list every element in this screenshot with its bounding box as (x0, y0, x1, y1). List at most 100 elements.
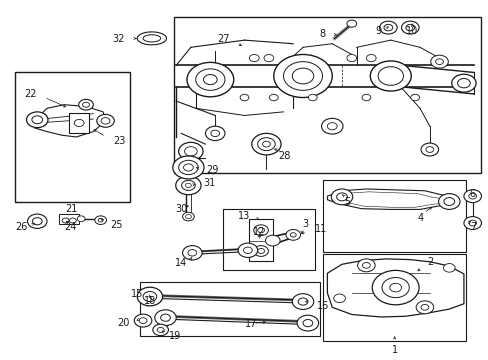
Circle shape (381, 278, 408, 298)
Circle shape (139, 318, 147, 323)
Circle shape (290, 233, 296, 237)
Circle shape (443, 198, 454, 206)
Circle shape (185, 183, 191, 188)
Text: 28: 28 (278, 150, 290, 161)
Circle shape (292, 294, 313, 310)
Text: 9: 9 (374, 26, 380, 36)
Circle shape (269, 94, 278, 101)
Text: 17: 17 (244, 319, 256, 329)
Circle shape (183, 164, 193, 171)
Text: 27: 27 (217, 35, 229, 44)
Circle shape (98, 219, 103, 222)
Circle shape (468, 220, 476, 226)
Circle shape (425, 147, 433, 152)
Circle shape (184, 147, 197, 156)
Circle shape (186, 62, 233, 97)
Circle shape (330, 189, 352, 205)
Circle shape (79, 99, 93, 110)
Bar (173, 17, 480, 173)
Circle shape (377, 67, 403, 85)
Text: 10: 10 (406, 26, 418, 36)
Circle shape (178, 160, 198, 175)
Circle shape (182, 212, 194, 221)
Circle shape (463, 190, 481, 203)
Circle shape (82, 102, 89, 107)
Bar (59, 214, 79, 224)
Circle shape (463, 217, 481, 229)
Polygon shape (327, 259, 463, 317)
Circle shape (27, 214, 47, 228)
Circle shape (420, 305, 428, 310)
Bar (69, 113, 89, 134)
Bar (15, 72, 130, 202)
Text: 30: 30 (175, 204, 187, 215)
Circle shape (205, 126, 224, 140)
Bar (140, 282, 320, 336)
Circle shape (146, 293, 156, 301)
Circle shape (430, 55, 447, 68)
Circle shape (69, 218, 76, 223)
Text: 8: 8 (319, 29, 325, 39)
Circle shape (321, 118, 342, 134)
Circle shape (346, 54, 356, 62)
Circle shape (292, 68, 313, 84)
Circle shape (369, 61, 410, 91)
Circle shape (389, 283, 401, 292)
Bar (322, 253, 466, 341)
Text: 14: 14 (174, 258, 186, 268)
Circle shape (333, 294, 345, 303)
Polygon shape (327, 189, 456, 210)
Circle shape (273, 54, 331, 98)
Circle shape (468, 193, 476, 199)
Circle shape (262, 141, 270, 147)
Circle shape (187, 249, 196, 256)
Text: 25: 25 (110, 220, 122, 230)
Circle shape (253, 246, 268, 256)
Text: 21: 21 (65, 204, 78, 214)
Circle shape (157, 327, 163, 332)
Circle shape (438, 194, 459, 210)
Circle shape (172, 156, 203, 179)
Circle shape (362, 262, 369, 268)
Circle shape (457, 78, 469, 88)
Circle shape (303, 319, 312, 327)
Circle shape (32, 218, 42, 225)
Circle shape (240, 94, 248, 101)
Circle shape (451, 74, 475, 92)
Bar (222, 209, 315, 270)
Circle shape (160, 314, 170, 321)
Circle shape (175, 176, 201, 195)
Circle shape (297, 315, 318, 331)
Circle shape (253, 225, 268, 235)
Circle shape (308, 94, 317, 101)
Polygon shape (334, 192, 448, 207)
Circle shape (32, 116, 42, 124)
Text: 4: 4 (417, 213, 423, 222)
Circle shape (285, 229, 300, 240)
Text: 7: 7 (469, 222, 475, 232)
Circle shape (26, 112, 48, 128)
Circle shape (401, 21, 418, 34)
Text: 13: 13 (238, 211, 250, 221)
Text: 26: 26 (15, 222, 27, 232)
Polygon shape (32, 105, 105, 137)
Text: 24: 24 (64, 222, 76, 231)
Text: 23: 23 (113, 136, 125, 145)
Circle shape (415, 301, 433, 314)
Text: 2: 2 (427, 257, 433, 267)
Circle shape (346, 20, 356, 27)
Circle shape (410, 94, 419, 101)
Circle shape (97, 114, 114, 127)
Text: 20: 20 (117, 319, 130, 328)
Circle shape (74, 120, 84, 127)
Text: 22: 22 (24, 89, 37, 99)
Text: 19: 19 (168, 331, 181, 341)
Circle shape (361, 94, 370, 101)
Bar (322, 180, 466, 252)
Circle shape (178, 142, 203, 160)
Circle shape (357, 259, 374, 272)
Circle shape (185, 215, 191, 219)
Text: 3: 3 (302, 219, 307, 229)
Circle shape (379, 21, 396, 34)
Polygon shape (137, 32, 166, 45)
